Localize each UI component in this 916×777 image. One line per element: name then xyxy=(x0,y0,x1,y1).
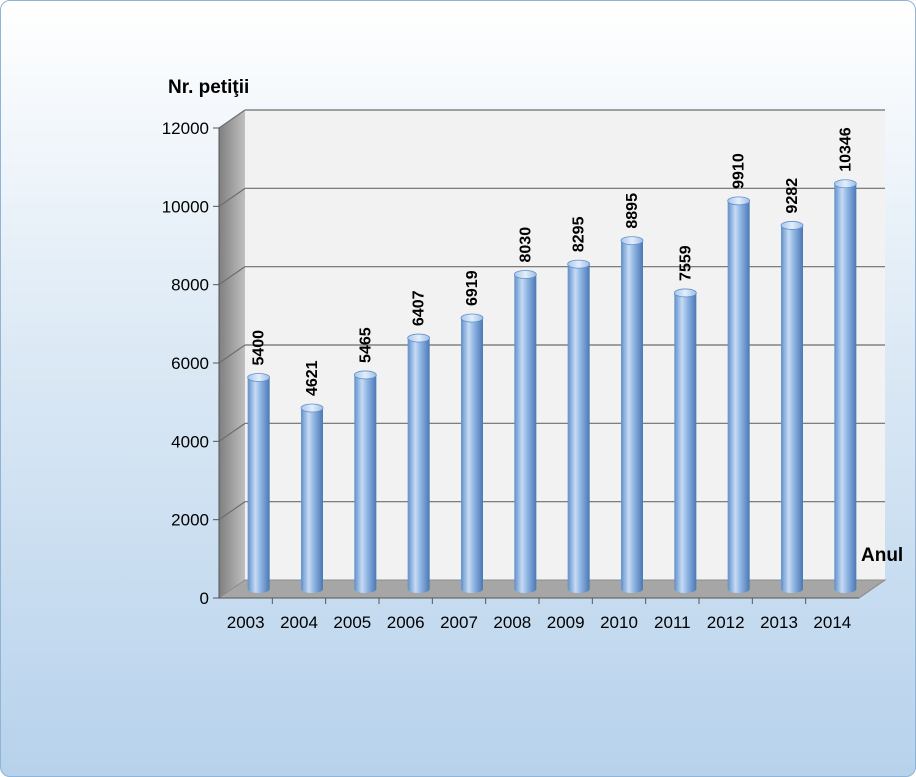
y-tick-label: 6000 xyxy=(171,354,209,373)
bar-body xyxy=(621,240,643,594)
bar xyxy=(460,313,484,593)
data-label: 9910 xyxy=(731,153,748,189)
data-label: 8895 xyxy=(624,193,641,229)
bar-body xyxy=(781,225,803,593)
x-tick-label: 2007 xyxy=(440,613,478,632)
floor-edge xyxy=(858,579,886,599)
bar-body xyxy=(567,264,590,593)
data-label: 8295 xyxy=(571,216,588,252)
bar xyxy=(833,179,857,593)
bar xyxy=(567,259,591,593)
x-tick-label: 2008 xyxy=(493,613,531,632)
bar-body xyxy=(354,374,377,593)
x-tick-label: 2004 xyxy=(280,613,318,632)
bar-cap xyxy=(300,403,324,413)
bar xyxy=(780,221,804,593)
bar-body xyxy=(247,377,270,593)
data-label: 5465 xyxy=(357,327,374,363)
gridlines xyxy=(213,109,886,604)
data-label: 5400 xyxy=(251,330,268,366)
bar-cap xyxy=(780,221,804,230)
bar-cap xyxy=(620,236,644,246)
data-label: 4621 xyxy=(304,360,321,396)
x-tick-label: 2011 xyxy=(654,613,691,632)
bar-body xyxy=(674,292,697,593)
data-label: 6919 xyxy=(464,270,481,306)
x-tick-label: 2005 xyxy=(333,613,371,632)
data-label: 8030 xyxy=(517,227,534,263)
data-label: 6407 xyxy=(411,290,428,326)
bar-cap xyxy=(407,333,431,343)
y-tick-label: 0 xyxy=(200,589,209,608)
bar-body xyxy=(461,318,483,593)
gridline-side xyxy=(218,187,246,207)
x-tick-label: 2014 xyxy=(813,613,851,632)
bar xyxy=(620,236,644,594)
bar xyxy=(300,403,324,593)
gridline-side xyxy=(218,422,246,442)
gridline-side xyxy=(218,344,246,364)
bar-cap xyxy=(673,288,697,298)
gridline-side xyxy=(218,266,246,286)
x-axis-title: Anul xyxy=(861,545,903,566)
data-label: 7559 xyxy=(677,245,694,281)
y-tick-label: 10000 xyxy=(162,197,209,216)
gridline-side xyxy=(218,501,246,521)
data-label: 10346 xyxy=(837,127,854,172)
bar xyxy=(673,288,697,593)
bar-body xyxy=(514,274,537,593)
bar-body xyxy=(834,183,857,593)
bar-cap xyxy=(353,370,377,380)
bar xyxy=(727,196,751,593)
bar-body xyxy=(407,338,430,593)
bar xyxy=(407,333,431,593)
bar-body xyxy=(727,200,750,593)
bar-cap xyxy=(460,313,484,323)
data-label: 9282 xyxy=(784,178,801,214)
x-tick-label: 2003 xyxy=(227,613,265,632)
y-tick-label: 8000 xyxy=(171,276,209,295)
x-tick-label: 2010 xyxy=(600,613,638,632)
gridline-side xyxy=(218,109,246,129)
bar xyxy=(513,270,537,593)
bar-cap xyxy=(727,196,751,206)
bar xyxy=(247,373,271,593)
bar-cap xyxy=(567,259,591,269)
bars xyxy=(247,179,857,594)
y-tick-label: 12000 xyxy=(162,119,209,138)
y-axis-title: Nr. petiţii xyxy=(168,77,249,98)
bar-cap xyxy=(833,179,857,189)
x-tick-label: 2006 xyxy=(387,613,425,632)
y-tick-label: 4000 xyxy=(171,432,209,451)
bar xyxy=(353,370,377,593)
data-labels: 5400 4621 5465 6407 6919 8030 8295 8895 7559 9910… xyxy=(251,127,855,396)
bar-cap xyxy=(247,373,271,382)
y-tick-label: 2000 xyxy=(171,511,209,530)
x-tick-label: 2013 xyxy=(760,613,798,632)
bar-cap xyxy=(513,270,537,279)
bar-body xyxy=(301,408,323,593)
tick-labels: 0 2000 4000 6000 8000 10000 12000 2003 2004 2005 2… xyxy=(162,119,852,632)
x-tick-label: 2012 xyxy=(707,613,745,632)
x-tick-label: 2009 xyxy=(547,613,585,632)
